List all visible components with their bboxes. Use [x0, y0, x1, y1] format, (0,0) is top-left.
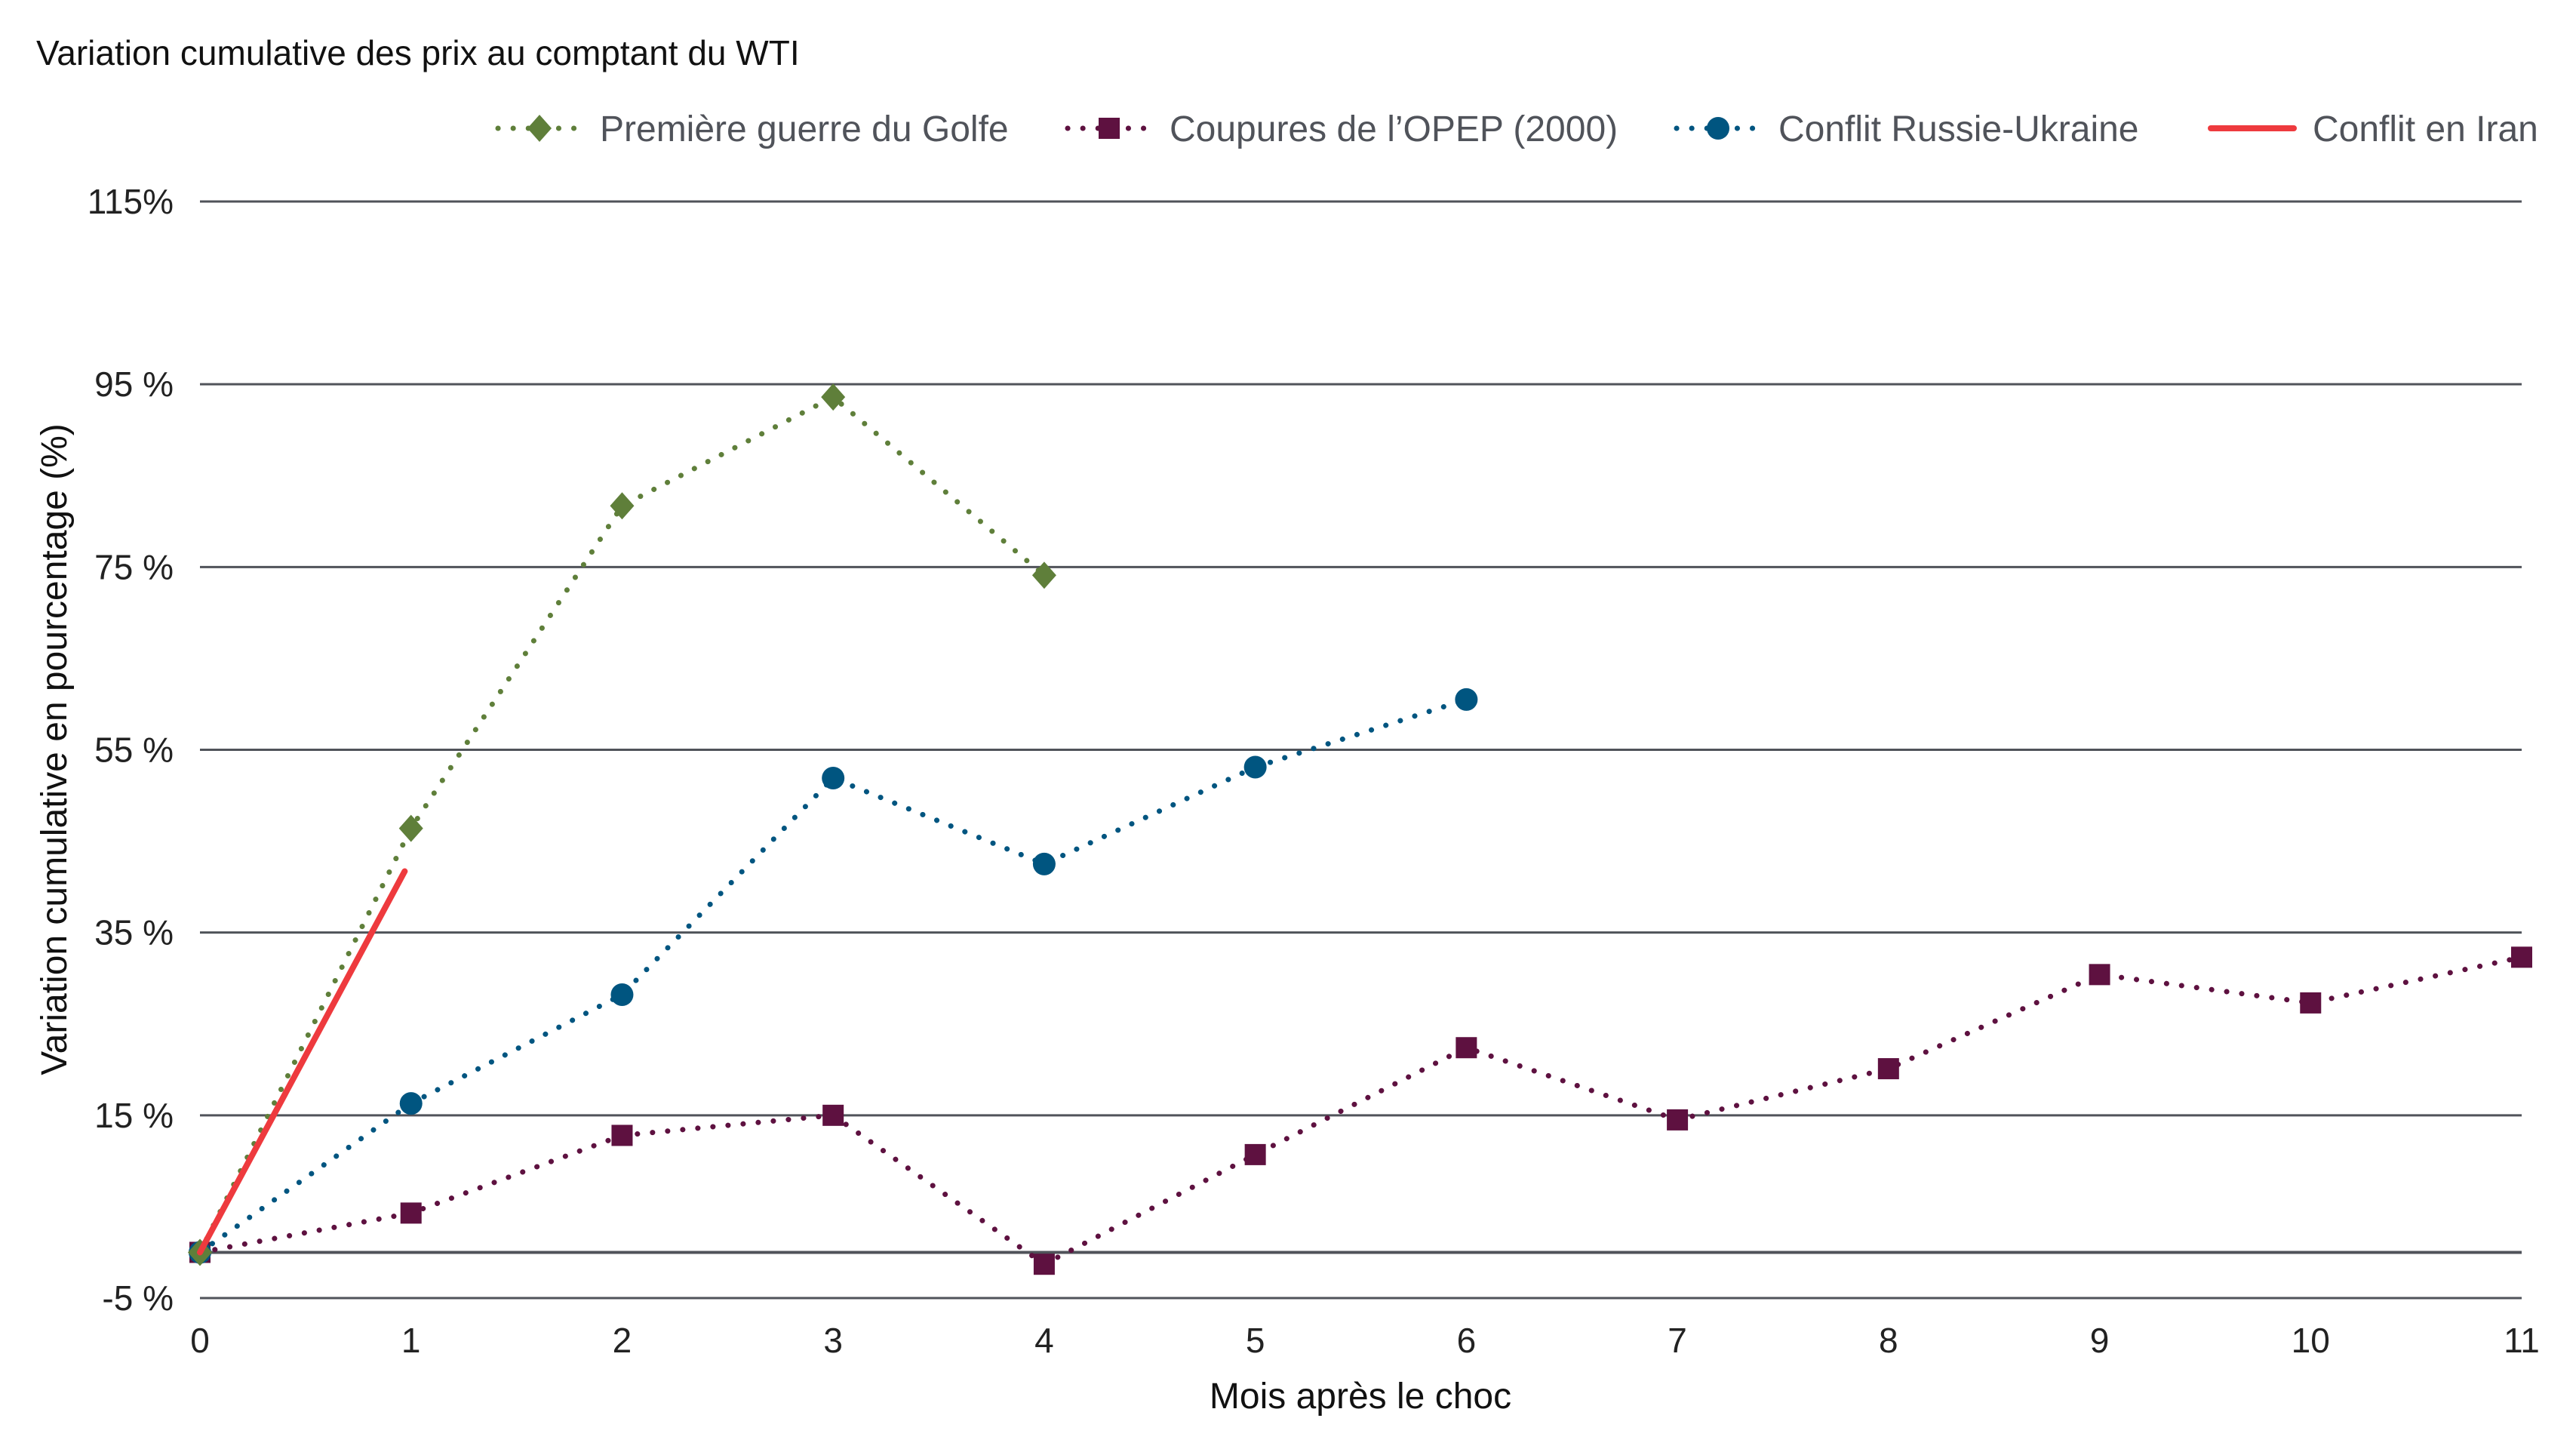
- y-tick-label: -5 %: [102, 1278, 174, 1318]
- y-axis-label: Variation cumulative en pourcentage (%): [35, 423, 75, 1075]
- x-tick-label: 2: [613, 1321, 632, 1360]
- series-line: [197, 868, 408, 1256]
- legend-label: Conflit en Iran: [2313, 109, 2538, 149]
- data-point: [1667, 1109, 1689, 1131]
- data-point: [610, 492, 635, 520]
- x-tick-label: 5: [1246, 1321, 1265, 1360]
- x-tick-label: 9: [2090, 1321, 2110, 1360]
- data-point: [2300, 992, 2322, 1014]
- series-layer: [188, 383, 2532, 1275]
- y-tick-label: 15 %: [94, 1096, 174, 1135]
- series-line: [197, 954, 2525, 1267]
- data-point: [1243, 755, 1267, 779]
- legend-item: Première guerre du Golfe: [495, 109, 1009, 149]
- data-point: [1032, 852, 1056, 875]
- x-axis-label: Mois après le choc: [1210, 1377, 1511, 1417]
- data-point: [1456, 1037, 1477, 1059]
- x-tick-label: 6: [1457, 1321, 1477, 1360]
- data-point: [399, 1092, 423, 1115]
- x-tick-label: 11: [2504, 1321, 2540, 1360]
- y-tick-label: 35 %: [94, 913, 174, 952]
- x-tick-label: 0: [190, 1321, 210, 1360]
- legend-marker: [527, 115, 552, 142]
- y-tick-labels: 115% 95 % 75 % 55 % 35 % 15 % -5 %: [88, 182, 174, 1318]
- data-point: [822, 1104, 844, 1126]
- data-point: [611, 1124, 633, 1146]
- x-tick-label: 10: [2292, 1321, 2330, 1360]
- legend: Première guerre du Golfe Coupures de l’OP…: [495, 109, 2538, 149]
- legend-marker: [1099, 118, 1120, 139]
- x-tick-label: 3: [823, 1321, 843, 1360]
- x-tick-labels: 0 1 2 3 4 5 6 7 8 9 10 11: [190, 1321, 2540, 1360]
- gridlines: [200, 200, 2522, 1300]
- series-3: [197, 868, 408, 1256]
- chart-title: Variation cumulative des prix au comptan…: [36, 33, 800, 72]
- y-tick-label: 55 %: [94, 731, 174, 770]
- data-point: [822, 767, 845, 790]
- data-point: [1033, 1254, 1055, 1275]
- data-point: [610, 983, 634, 1007]
- legend-marker: [1707, 117, 1729, 140]
- series-line: [197, 394, 1047, 1255]
- series-1: [189, 946, 2532, 1275]
- data-point: [1877, 1058, 1899, 1080]
- legend-label: Conflit Russie-Ukraine: [1778, 109, 2139, 149]
- data-point: [1455, 688, 1478, 711]
- data-point: [821, 383, 846, 411]
- data-point: [2511, 946, 2532, 968]
- x-tick-label: 7: [1668, 1321, 1687, 1360]
- data-point: [2089, 964, 2110, 986]
- x-tick-label: 4: [1034, 1321, 1054, 1360]
- legend-label: Coupures de l’OPEP (2000): [1170, 109, 1618, 149]
- y-tick-label: 75 %: [94, 547, 174, 586]
- x-tick-label: 8: [1879, 1321, 1898, 1360]
- series-2: [189, 688, 1478, 1264]
- legend-item: Conflit Russie-Ukraine: [1674, 109, 2139, 149]
- data-point: [1244, 1143, 1266, 1165]
- legend-label: Première guerre du Golfe: [600, 109, 1009, 149]
- data-point: [400, 1202, 422, 1224]
- data-point: [398, 814, 423, 842]
- y-tick-label: 95 %: [94, 365, 174, 404]
- data-point: [1031, 561, 1056, 589]
- legend-item: Coupures de l’OPEP (2000): [1065, 109, 1618, 149]
- x-tick-label: 1: [401, 1321, 421, 1360]
- legend-item: Conflit en Iran: [2208, 109, 2538, 149]
- y-tick-label: 115%: [88, 182, 174, 221]
